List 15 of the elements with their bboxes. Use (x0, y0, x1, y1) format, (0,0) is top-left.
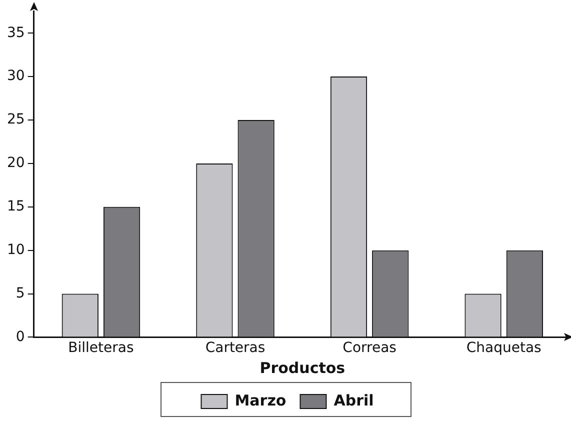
y-tick-label: 20 (6, 155, 25, 172)
y-tick-label: 30 (6, 68, 25, 84)
y-tick-label: 0 (16, 328, 25, 345)
x-tick-label: Chaquetas (466, 340, 542, 356)
x-tick-label: Carteras (205, 340, 266, 356)
legend-label: Abril (334, 391, 374, 410)
y-tick-label: 35 (6, 24, 25, 41)
legend-label: Marzo (234, 391, 286, 410)
x-axis-title: Productos (260, 358, 346, 377)
y-tick-label: 15 (6, 198, 25, 215)
x-tick-label: Billeteras (68, 340, 134, 356)
y-tick-label: 5 (16, 285, 25, 302)
x-tick-label: Correas (342, 340, 396, 356)
y-tick-label: 10 (6, 242, 25, 258)
y-tick-label: 25 (6, 112, 25, 128)
